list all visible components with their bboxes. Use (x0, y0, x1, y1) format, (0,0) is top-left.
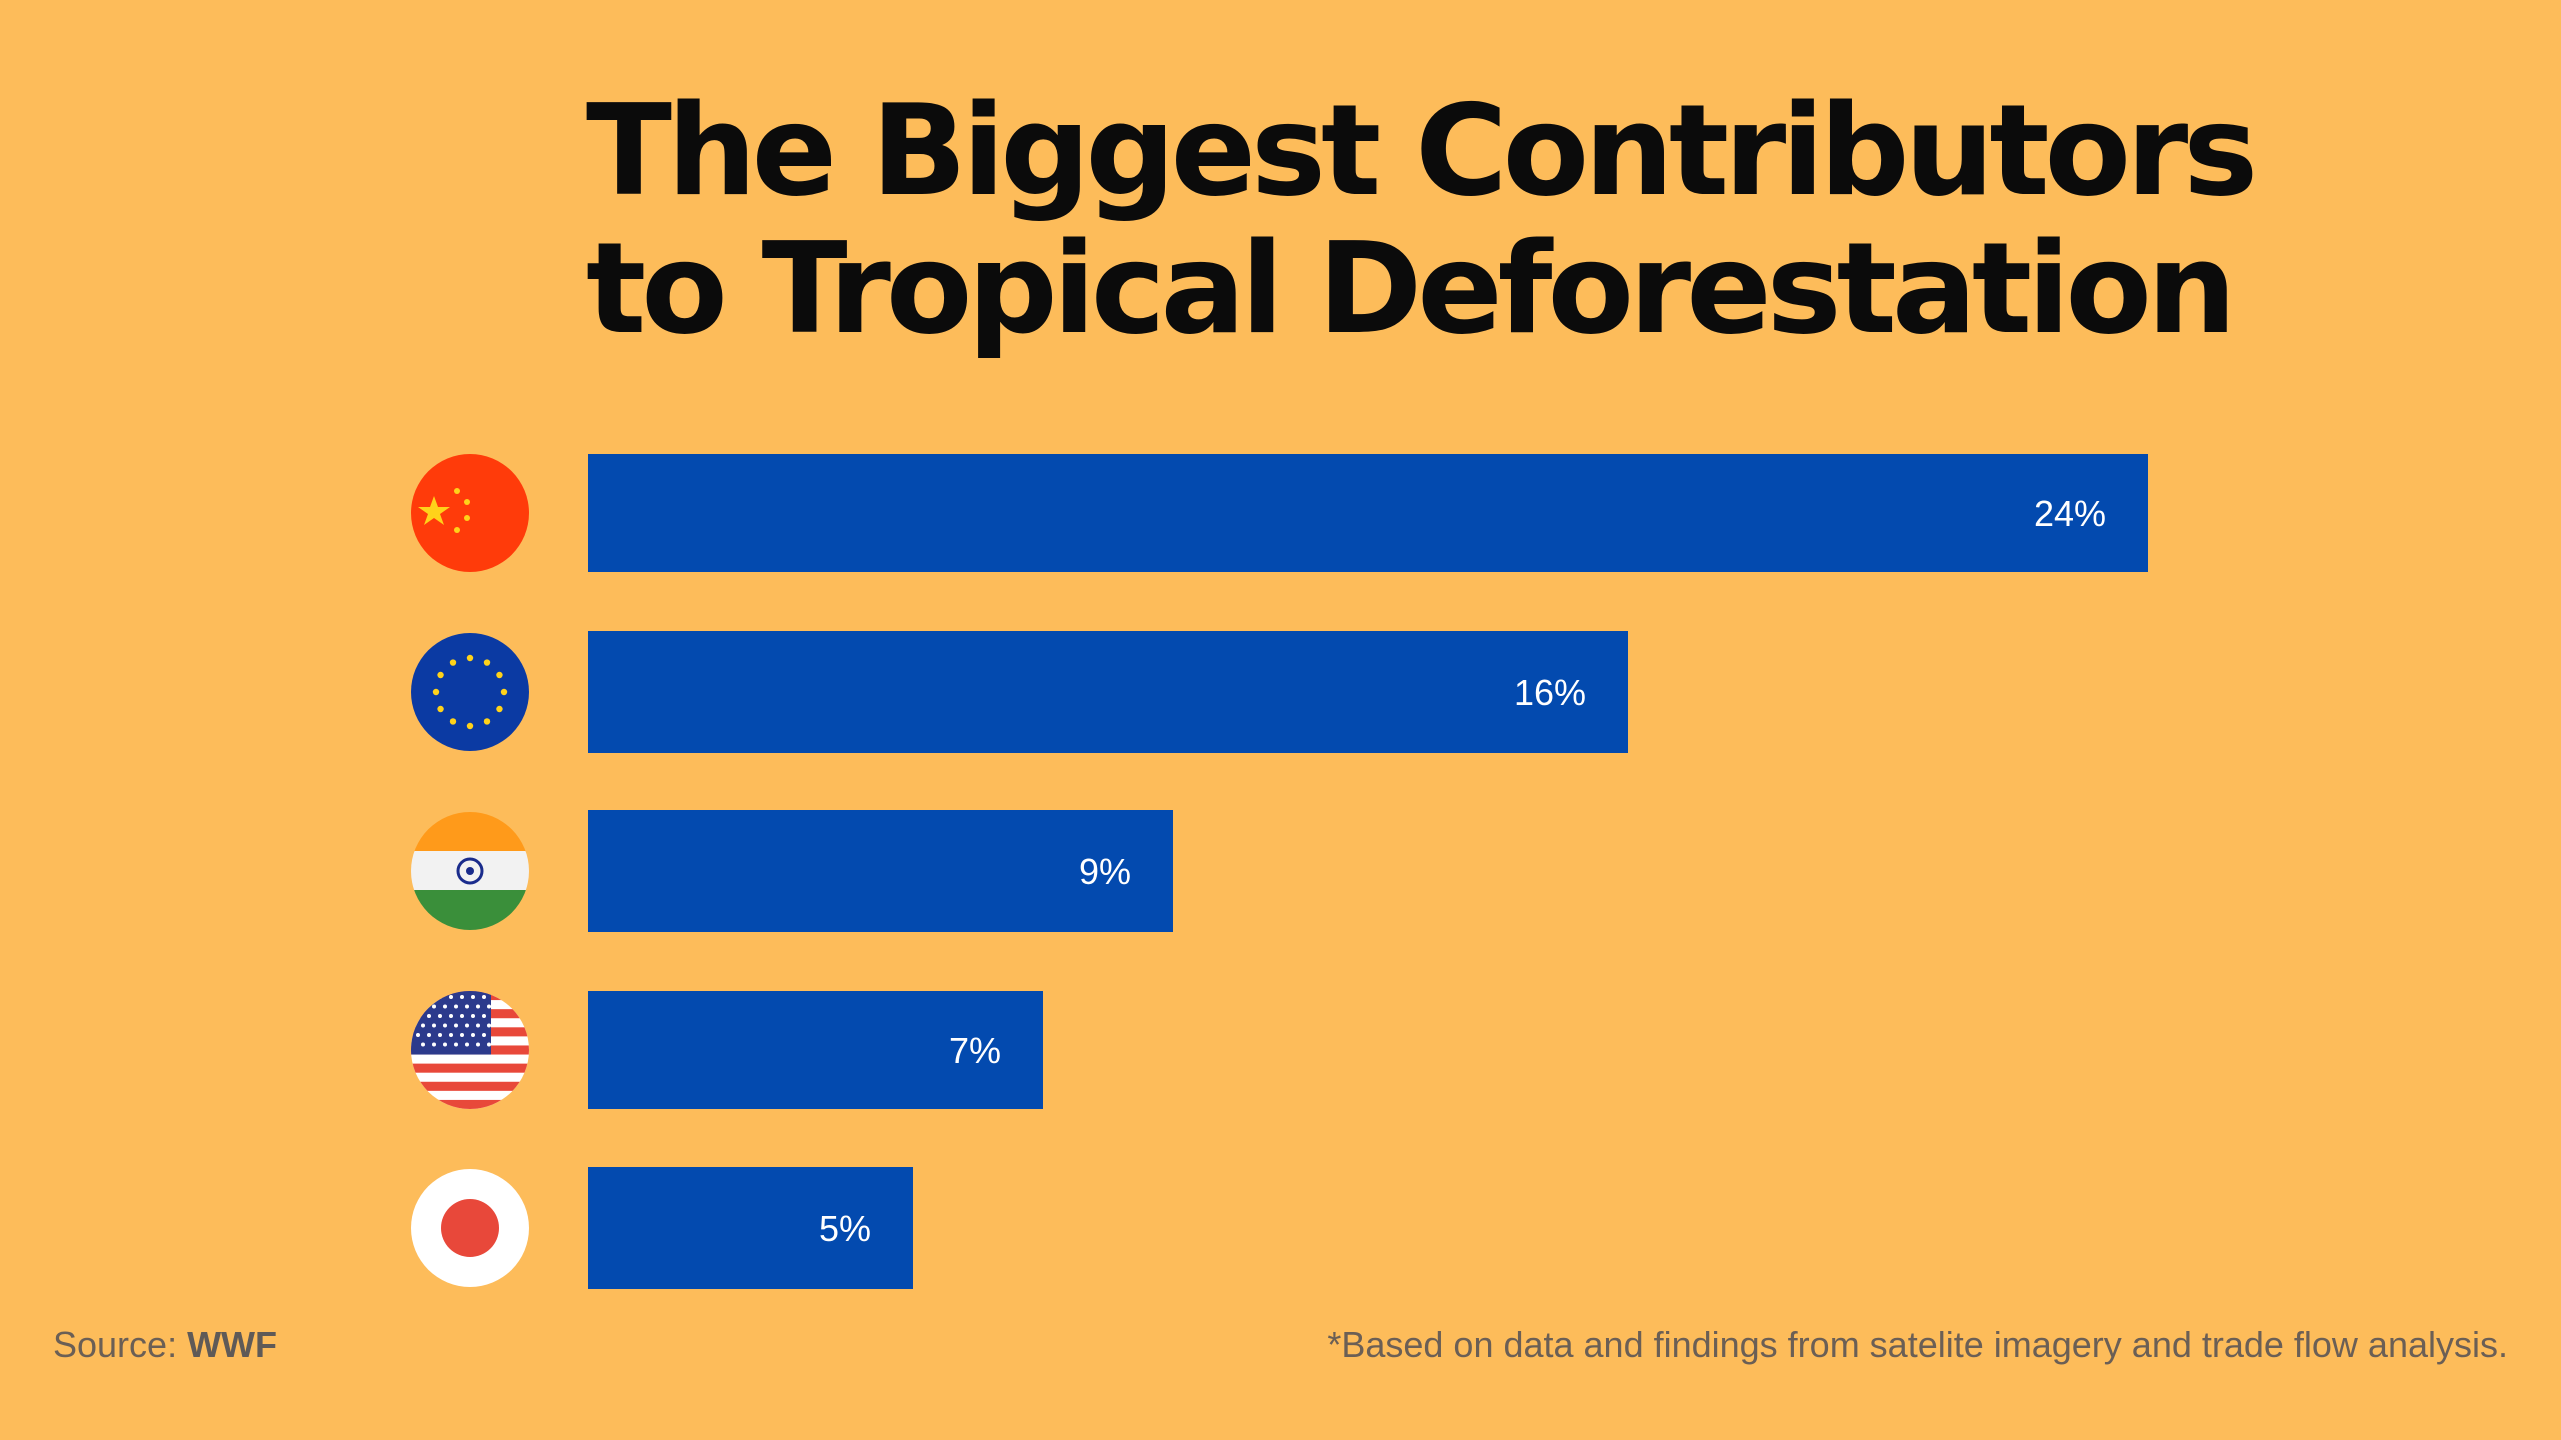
chart-title-line-2: to Tropical Deforestation (586, 215, 2237, 362)
japan-flag-icon (411, 1169, 529, 1287)
source-name: WWF (187, 1324, 278, 1365)
bar-value-label: 24% (2034, 493, 2106, 534)
bar-value-label: 7% (949, 1030, 1001, 1071)
eu-flag-icon (411, 633, 529, 751)
chart-title-line-1: The Biggest Contributors (586, 77, 2258, 224)
source-prefix: Source: (53, 1324, 188, 1365)
bar-china (588, 454, 2148, 572)
india-flag-icon (411, 812, 529, 930)
chart-title: The Biggest Contributors to Tropical Def… (586, 82, 2286, 358)
source-credit: Source: WWF (53, 1324, 277, 1366)
bar-japan (588, 1167, 913, 1289)
bar-value-label: 9% (1079, 851, 1131, 892)
usa-flag-icon (411, 991, 529, 1109)
bars-layer: 24% 16% 9% 7% 5% (588, 454, 2148, 1289)
bar-united-states (588, 991, 1043, 1109)
bar-value-label: 16% (1514, 672, 1586, 713)
bar-value-label: 5% (819, 1208, 871, 1249)
bar-european-union (588, 631, 1628, 753)
footnote: *Based on data and findings from satelit… (1327, 1324, 2508, 1365)
bar-india (588, 810, 1173, 932)
china-flag-icon (411, 454, 529, 572)
